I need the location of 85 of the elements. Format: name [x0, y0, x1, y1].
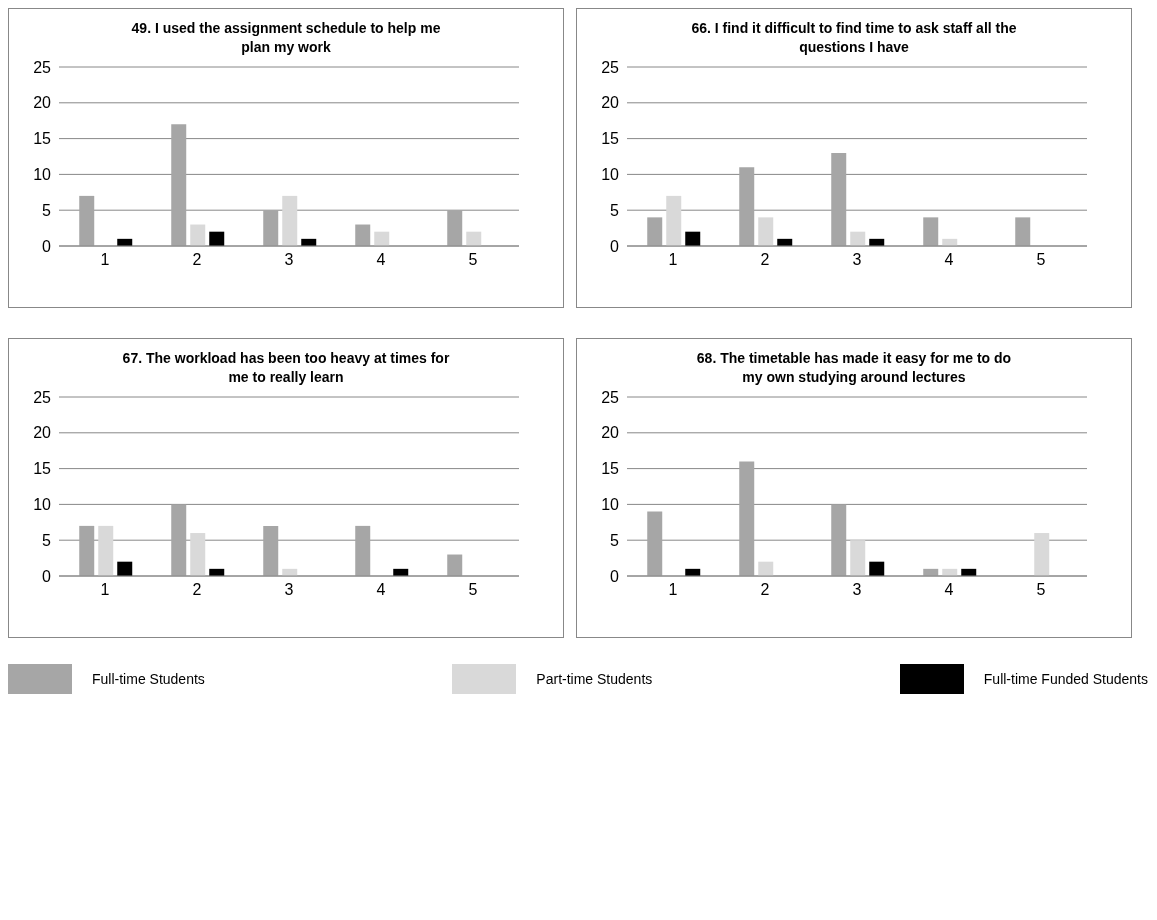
x-tick-label: 1	[668, 251, 678, 269]
y-tick-label: 0	[610, 567, 620, 585]
y-tick-label: 5	[42, 201, 52, 219]
bar	[831, 152, 847, 246]
y-tick-label: 5	[42, 531, 52, 549]
bar	[374, 231, 390, 246]
bar	[758, 217, 774, 246]
bar	[98, 525, 114, 576]
x-tick-label: 2	[192, 251, 202, 269]
legend-label: Part-time Students	[536, 671, 653, 687]
bar	[869, 561, 885, 576]
y-tick-label: 5	[610, 531, 620, 549]
bar	[355, 525, 371, 576]
bar	[447, 554, 463, 576]
bar	[447, 210, 463, 246]
bar	[466, 231, 482, 246]
x-tick-label: 5	[1036, 581, 1046, 599]
y-tick-label: 20	[601, 424, 620, 442]
y-tick-label: 15	[33, 130, 52, 148]
bar	[171, 504, 187, 576]
x-tick-label: 1	[100, 581, 110, 599]
legend-label: Full-time Students	[92, 671, 205, 687]
y-tick-label: 25	[601, 58, 620, 76]
y-tick-label: 10	[601, 166, 620, 184]
bar	[758, 561, 774, 576]
y-tick-label: 20	[601, 94, 620, 112]
y-tick-label: 20	[33, 94, 52, 112]
x-tick-label: 5	[468, 251, 478, 269]
x-tick-label: 4	[376, 251, 386, 269]
y-tick-label: 10	[601, 496, 620, 514]
y-tick-label: 25	[33, 58, 52, 76]
y-tick-label: 20	[33, 424, 52, 442]
bar	[647, 511, 663, 576]
bar	[850, 231, 866, 246]
x-tick-label: 2	[760, 251, 770, 269]
chart-title: 49. I used the assignment schedule to help me plan my work	[130, 19, 442, 57]
bar	[117, 561, 133, 576]
x-tick-label: 2	[192, 581, 202, 599]
bar	[190, 224, 206, 246]
bar	[831, 504, 847, 576]
y-tick-label: 0	[610, 237, 620, 255]
x-tick-label: 2	[760, 581, 770, 599]
bar	[263, 525, 279, 576]
chart-title: 67. The workload has been too heavy at times for me to really learn	[121, 349, 451, 387]
x-tick-label: 5	[468, 581, 478, 599]
bar	[209, 231, 225, 246]
bar	[263, 210, 279, 246]
x-tick-label: 4	[944, 581, 954, 599]
bar	[850, 540, 866, 576]
y-tick-label: 0	[42, 567, 52, 585]
chart-title: 68. The timetable has made it easy for me to do my own studying around lectures	[695, 349, 1013, 387]
x-tick-label: 5	[1036, 251, 1046, 269]
x-tick-label: 1	[668, 581, 678, 599]
bar	[647, 217, 663, 246]
y-tick-label: 25	[601, 388, 620, 406]
bar	[666, 195, 682, 246]
y-tick-label: 0	[42, 237, 52, 255]
bar	[739, 167, 755, 246]
y-tick-label: 15	[601, 130, 620, 148]
chart-title: 66. I find it difficult to find time to ask staff all the questions I have	[690, 19, 1018, 57]
bar	[282, 195, 298, 246]
bar	[923, 217, 939, 246]
x-tick-label: 1	[100, 251, 110, 269]
bar	[79, 195, 95, 246]
bar	[190, 533, 206, 576]
y-tick-label: 10	[33, 166, 52, 184]
y-tick-label: 15	[601, 460, 620, 478]
bar	[1015, 217, 1031, 246]
y-tick-label: 5	[610, 201, 620, 219]
bar	[685, 231, 701, 246]
x-tick-label: 3	[284, 251, 294, 269]
x-tick-label: 3	[852, 581, 862, 599]
bar	[1034, 533, 1050, 576]
legend-label: Full-time Funded Students	[983, 671, 1148, 687]
x-tick-label: 4	[944, 251, 954, 269]
x-tick-label: 4	[376, 581, 386, 599]
bar	[171, 124, 187, 246]
bar	[79, 525, 95, 576]
bar	[739, 461, 755, 576]
x-tick-label: 3	[284, 581, 294, 599]
x-tick-label: 3	[852, 251, 862, 269]
y-tick-label: 10	[33, 496, 52, 514]
y-tick-label: 25	[33, 388, 52, 406]
bar	[355, 224, 371, 246]
y-tick-label: 15	[33, 460, 52, 478]
